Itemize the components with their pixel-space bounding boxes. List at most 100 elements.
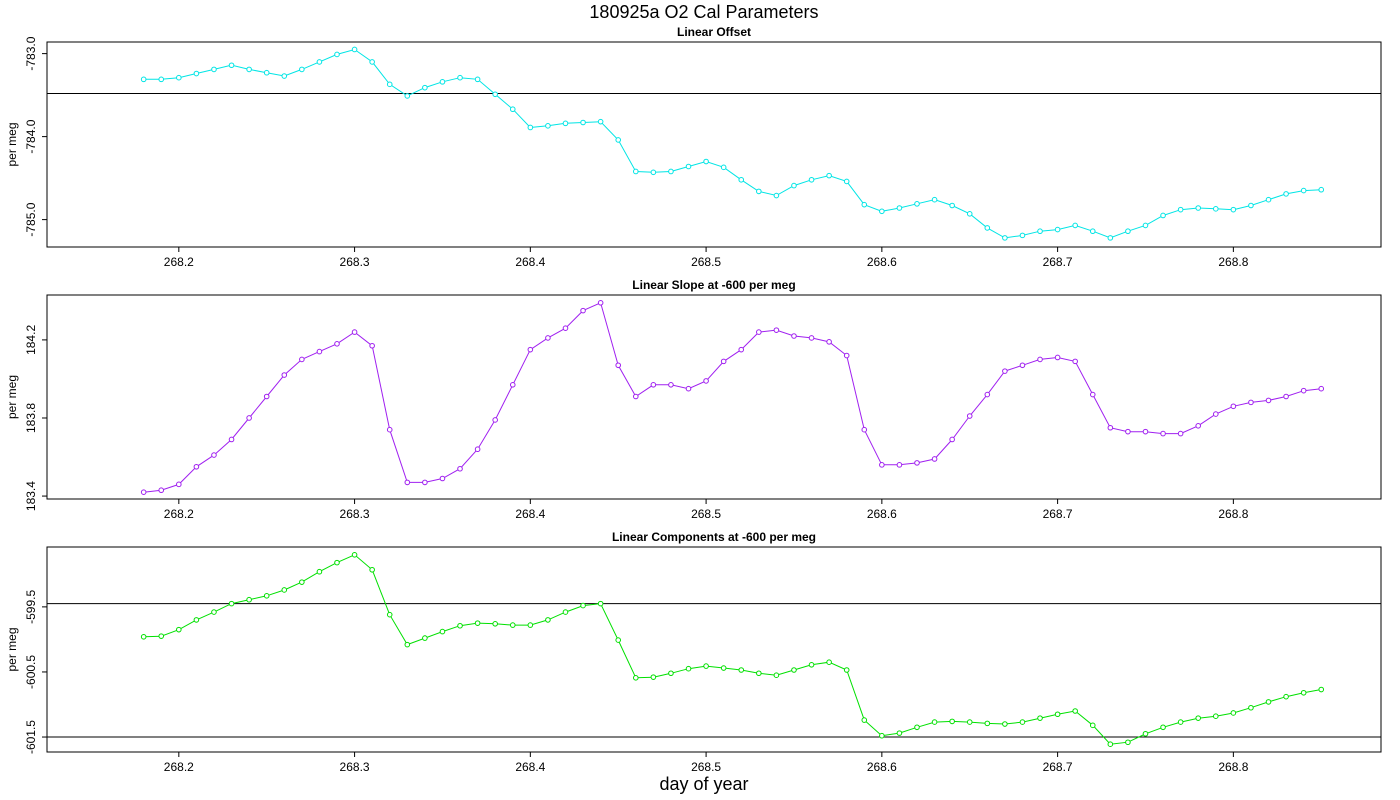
data-point xyxy=(685,665,692,672)
data-point xyxy=(404,93,411,99)
data-point xyxy=(668,381,674,388)
data-point xyxy=(193,70,200,77)
data-point xyxy=(1107,741,1114,747)
data-point xyxy=(263,593,270,599)
data-point xyxy=(492,620,498,627)
data-point xyxy=(193,463,200,470)
data-point xyxy=(193,617,200,623)
data-point xyxy=(826,172,832,179)
data-point xyxy=(756,329,762,335)
data-point xyxy=(632,168,639,175)
data-point xyxy=(246,66,252,73)
data-point xyxy=(457,465,463,472)
data-point xyxy=(1125,228,1131,235)
data-point xyxy=(369,59,375,65)
data-point xyxy=(703,663,709,669)
data-point xyxy=(299,66,305,73)
data-point xyxy=(931,196,938,203)
data-point xyxy=(1037,715,1043,721)
data-point xyxy=(1195,715,1202,721)
data-point xyxy=(843,178,850,185)
data-point xyxy=(562,325,569,331)
data-line xyxy=(143,48,1322,239)
data-point xyxy=(914,724,920,731)
data-point xyxy=(615,362,622,369)
data-point xyxy=(949,202,955,209)
data-point xyxy=(791,182,797,189)
data-point xyxy=(1230,206,1237,213)
y-tick-label: 184.2 xyxy=(24,325,38,355)
data-point xyxy=(966,211,973,217)
data-point xyxy=(246,415,252,421)
data-point xyxy=(281,73,288,79)
data-point xyxy=(966,413,973,419)
data-point xyxy=(738,176,745,183)
data-point xyxy=(720,665,727,671)
data-point xyxy=(1089,228,1096,235)
data-point xyxy=(211,609,217,615)
y-tick-label: 183.4 xyxy=(24,481,38,511)
data-point xyxy=(1283,191,1289,197)
x-tick-label: 268.4 xyxy=(515,255,545,269)
data-point xyxy=(158,76,165,83)
data-point xyxy=(1142,222,1149,229)
data-point xyxy=(404,479,411,486)
data-point xyxy=(316,59,323,65)
data-point xyxy=(1212,411,1219,417)
data-point xyxy=(474,620,481,626)
data-point xyxy=(1125,428,1131,435)
data-point xyxy=(509,106,516,113)
data-point xyxy=(509,381,516,388)
data-point xyxy=(896,730,903,736)
data-point xyxy=(808,176,815,183)
data-point xyxy=(176,626,182,633)
data-point xyxy=(1054,226,1061,233)
data-point xyxy=(632,675,639,681)
data-point xyxy=(1002,235,1008,241)
data-point xyxy=(791,667,797,673)
data-point xyxy=(228,436,235,443)
data-point xyxy=(931,456,938,462)
data-point xyxy=(791,333,797,339)
x-tick-label: 268.5 xyxy=(691,507,721,521)
data-point xyxy=(1195,422,1202,429)
data-point xyxy=(1160,724,1166,731)
data-point xyxy=(422,635,428,641)
plot-frame xyxy=(46,546,1382,753)
y-tick-label: 183.8 xyxy=(24,403,38,433)
data-point xyxy=(1300,387,1307,394)
data-point xyxy=(1142,428,1149,435)
data-point xyxy=(422,84,428,91)
data-point xyxy=(720,358,727,365)
data-point xyxy=(457,622,463,629)
data-point xyxy=(1248,704,1254,711)
data-point xyxy=(140,634,147,640)
data-point xyxy=(1054,354,1061,361)
data-point xyxy=(1072,358,1078,365)
data-point xyxy=(545,335,551,341)
data-point xyxy=(1283,693,1289,700)
data-point xyxy=(1002,368,1008,374)
data-point xyxy=(281,587,288,593)
data-point xyxy=(176,481,182,488)
data-point xyxy=(351,46,358,53)
data-point xyxy=(386,611,393,618)
x-tick-label: 268.8 xyxy=(1218,255,1248,269)
data-point xyxy=(334,341,340,347)
data-point xyxy=(808,335,815,341)
data-point xyxy=(246,596,252,603)
data-point xyxy=(1230,403,1237,410)
data-point xyxy=(386,81,393,88)
data-point xyxy=(580,307,586,314)
y-tick-label: -785.0 xyxy=(24,202,38,236)
data-point xyxy=(826,339,832,345)
data-point xyxy=(703,378,709,384)
data-point xyxy=(808,661,815,668)
data-point xyxy=(826,659,832,665)
data-point xyxy=(1195,205,1202,211)
data-point xyxy=(1177,206,1184,213)
data-point xyxy=(457,74,463,81)
y-tick-label: -784.0 xyxy=(24,119,38,153)
x-tick-label: 268.4 xyxy=(515,760,545,774)
